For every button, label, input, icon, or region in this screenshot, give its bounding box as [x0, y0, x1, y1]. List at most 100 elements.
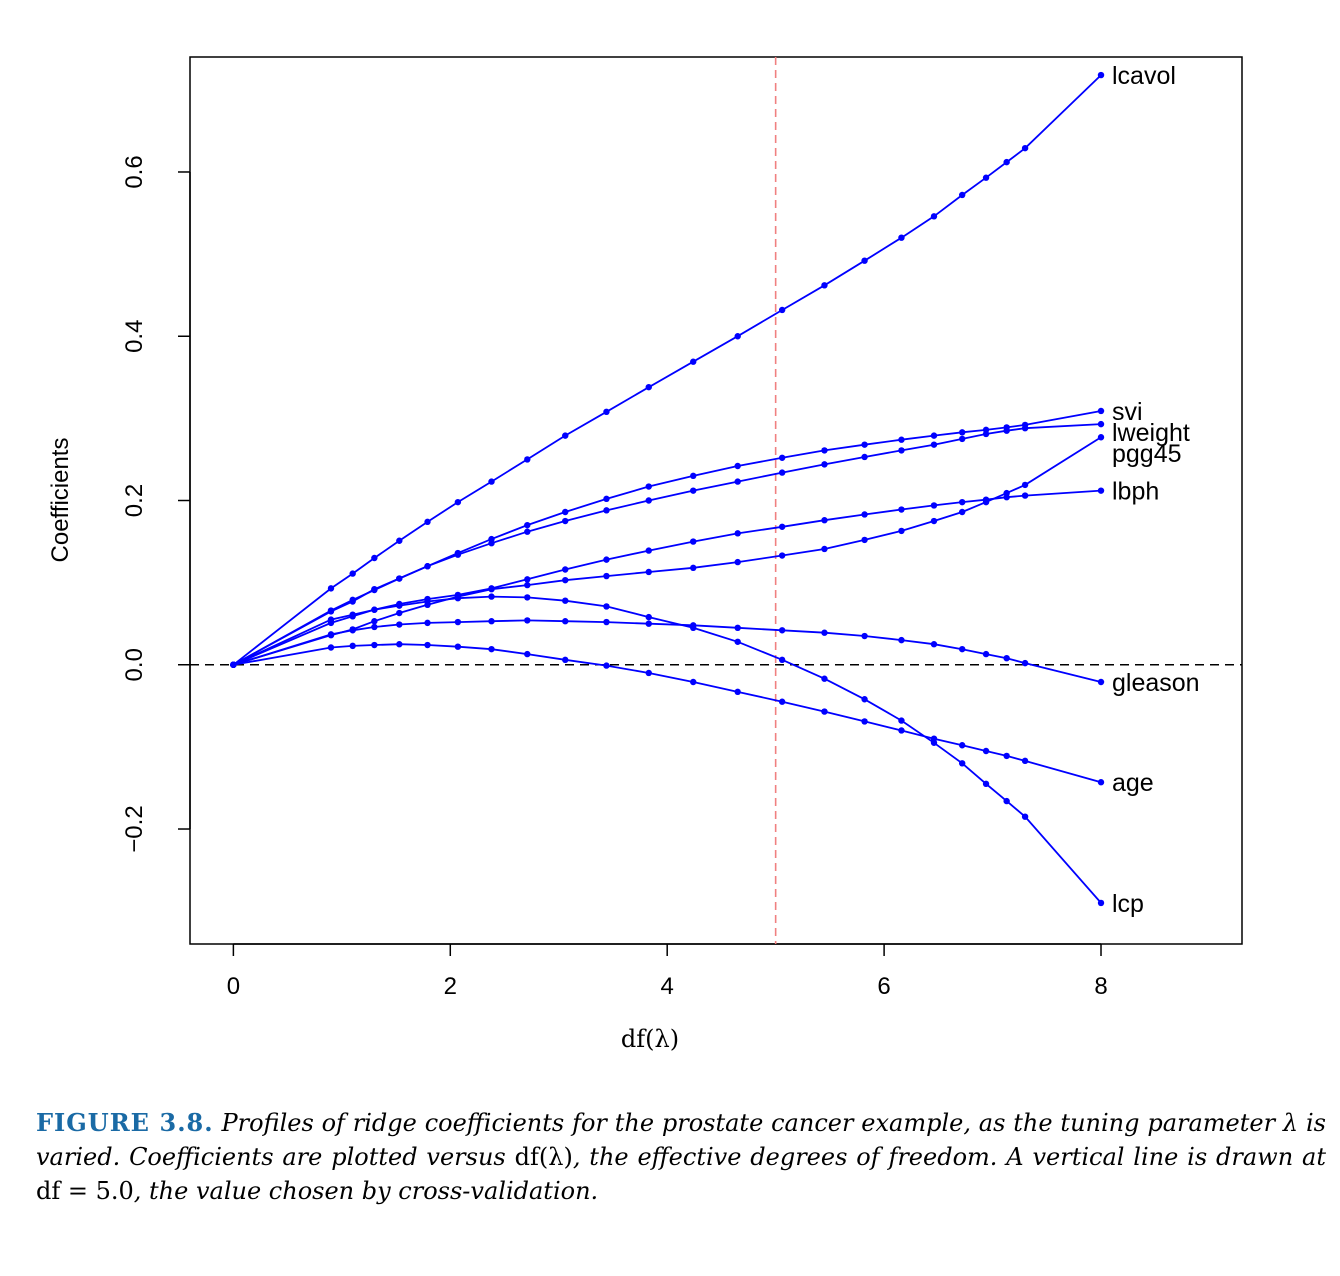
caption-df-equation: df = 5.0	[36, 1177, 134, 1205]
data-point-age	[603, 662, 610, 669]
data-point-lcp	[424, 598, 431, 605]
data-point-lcp	[349, 611, 356, 618]
data-point-lbph	[524, 576, 531, 583]
data-point-gleason	[1003, 654, 1010, 662]
data-point-lcavol	[821, 282, 828, 289]
y-tick-label: 0.0	[121, 648, 148, 681]
data-point-lweight	[1097, 420, 1105, 428]
y-axis-label: Coefficients	[47, 438, 74, 563]
data-point-svi	[524, 521, 531, 529]
data-point-lcp	[821, 675, 828, 682]
data-point-lbph	[488, 585, 495, 592]
data-point-svi	[603, 495, 610, 503]
data-point-lbph	[1003, 494, 1010, 501]
data-point-lcp	[371, 606, 378, 613]
series-label-lbph: lbph	[1112, 478, 1159, 506]
plot-frame	[189, 56, 1243, 945]
data-point-age	[524, 650, 531, 658]
data-point-svi	[562, 508, 569, 516]
data-point-pgg45	[958, 508, 966, 516]
data-point-lcp	[1021, 813, 1029, 820]
data-point-lcavol	[562, 432, 569, 439]
x-axis-label: df(λ)	[621, 1025, 679, 1053]
data-point-lcavol	[930, 213, 938, 220]
y-tick-label: 0.6	[121, 155, 148, 188]
data-point-pgg45	[778, 552, 786, 559]
data-point-age	[861, 718, 868, 725]
data-point-age	[562, 656, 569, 664]
data-point-lbph	[1021, 492, 1029, 499]
x-tick-label: 2	[444, 973, 457, 1000]
data-point-lcp	[327, 616, 335, 623]
data-point-age	[930, 735, 938, 742]
data-point-lweight	[454, 551, 462, 558]
data-point-lbph	[958, 498, 966, 506]
data-point-pgg45	[690, 564, 697, 572]
series-layer	[230, 71, 1105, 907]
x-tick-label: 8	[1094, 973, 1107, 1000]
data-point-age	[396, 641, 403, 648]
data-point-gleason	[454, 618, 462, 626]
y-tick-label: −0.2	[121, 805, 148, 852]
data-point-lweight	[690, 487, 697, 494]
data-point-age	[645, 669, 652, 677]
data-point-svi	[734, 462, 741, 470]
data-point-lweight	[930, 441, 938, 448]
data-point-pgg45	[734, 558, 741, 566]
data-point-lcavol	[1003, 158, 1010, 166]
series-line-lcavol	[232, 74, 1102, 666]
data-point-lweight	[349, 596, 356, 604]
data-point-lweight	[327, 607, 335, 614]
data-point-age	[898, 727, 905, 734]
data-point-pgg45	[645, 568, 652, 576]
data-point-pgg45	[898, 527, 905, 535]
data-point-gleason	[778, 627, 786, 634]
x-tick-label: 6	[877, 973, 890, 1000]
series-label-pgg45: pgg45	[1112, 440, 1182, 468]
data-point-age	[690, 678, 697, 686]
data-point-gleason	[488, 618, 495, 625]
data-point-lcavol	[349, 570, 356, 577]
data-point-lcp	[861, 696, 868, 703]
data-point-age	[1003, 752, 1010, 760]
data-point-svi	[930, 432, 938, 439]
data-point-gleason	[898, 636, 905, 644]
series-label-age: age	[1112, 769, 1154, 797]
data-point-gleason	[371, 623, 378, 631]
series-label-lweight: lweight	[1112, 419, 1190, 447]
data-point-lcavol	[371, 554, 378, 562]
data-point-lbph	[1097, 487, 1105, 494]
series-line-lweight	[232, 423, 1102, 666]
data-point-pgg45	[562, 576, 569, 584]
data-point-lcavol	[454, 498, 462, 506]
data-point-lcavol	[690, 358, 697, 365]
reference-lines	[190, 57, 1242, 944]
data-point-age	[1021, 757, 1029, 765]
data-point-lweight	[734, 478, 741, 485]
data-point-pgg45	[603, 572, 610, 580]
series-line-gleason	[233, 619, 1102, 683]
figure-label: FIGURE 3.8.	[36, 1108, 214, 1137]
data-point-lweight	[898, 447, 905, 454]
figure-caption: FIGURE 3.8. Profiles of ridge coefficien…	[36, 1106, 1326, 1208]
data-point-lcavol	[861, 257, 868, 264]
series-label-lcavol: lcavol	[1112, 62, 1176, 90]
data-point-age	[230, 661, 237, 668]
data-point-lcp	[778, 656, 786, 664]
x-tick-label: 4	[661, 973, 674, 1000]
data-point-lweight	[488, 540, 495, 547]
series-label-lcp: lcp	[1112, 890, 1144, 918]
data-point-lweight	[396, 575, 403, 582]
data-point-lweight	[958, 435, 966, 443]
data-point-lcp	[1097, 899, 1105, 907]
data-point-age	[424, 641, 431, 649]
data-point-lcavol	[898, 234, 905, 241]
data-point-age	[734, 688, 741, 696]
data-point-lcp	[958, 760, 966, 767]
data-point-age	[371, 641, 378, 649]
data-point-lcavol	[1097, 71, 1105, 79]
data-point-lcavol	[734, 333, 741, 340]
data-point-lcavol	[603, 408, 610, 415]
caption-text-2: is varied. Coefficients are plotted vers…	[36, 1109, 1326, 1171]
